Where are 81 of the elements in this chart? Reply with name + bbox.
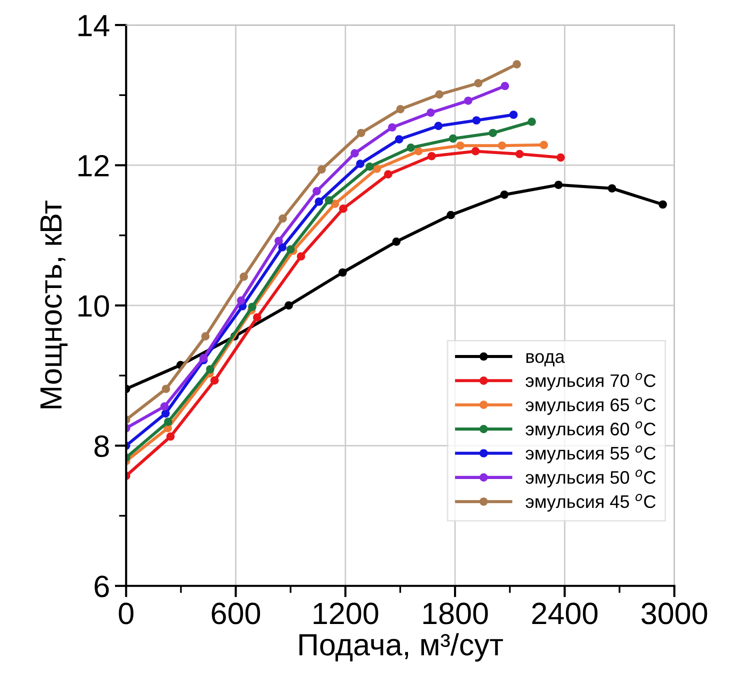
point (284, 301, 293, 310)
legend-label: эмульсия 50 $^{o}$C (526, 470, 656, 488)
x-tick-label: 1800 (423, 602, 488, 624)
y-tick-label: 6 (94, 576, 109, 598)
point (240, 272, 248, 281)
legend-label: эмульсия 70 $^{o}$C (526, 372, 656, 391)
legend-label: вода (526, 353, 565, 366)
point (286, 245, 295, 254)
point (474, 79, 482, 88)
point (278, 214, 287, 223)
point (252, 313, 262, 322)
point (274, 236, 283, 246)
point (434, 122, 443, 130)
point (435, 90, 444, 99)
point (540, 140, 548, 150)
point (406, 144, 415, 152)
point (312, 187, 321, 196)
point (556, 153, 565, 162)
y-tick-label: 12 (78, 154, 109, 176)
point (366, 162, 374, 171)
x-axis-title: Подача, м³/сут (299, 633, 503, 662)
point (317, 165, 326, 174)
legend-label: эмульсия 45 $^{o}$C (526, 494, 656, 512)
point (350, 149, 359, 158)
x-tick-label: 0 (118, 602, 134, 624)
y-tick-label: 10 (78, 295, 109, 317)
point (396, 104, 405, 114)
point (210, 376, 219, 385)
point (339, 204, 348, 213)
point (658, 200, 667, 209)
point (324, 196, 334, 204)
point (166, 432, 175, 441)
point (356, 160, 364, 168)
x-tick-label: 600 (212, 602, 260, 624)
point (160, 402, 169, 411)
point (472, 116, 481, 125)
point (330, 200, 340, 208)
point (446, 210, 456, 220)
point (162, 384, 170, 394)
point (554, 180, 563, 190)
point (509, 110, 518, 119)
y-tick-label: 8 (94, 435, 109, 458)
point (248, 302, 256, 312)
point (426, 108, 435, 117)
point (384, 170, 392, 179)
point (338, 268, 347, 277)
point (427, 152, 436, 160)
point (500, 190, 509, 199)
point (608, 184, 616, 193)
point (512, 60, 521, 68)
point (464, 96, 472, 105)
point (414, 147, 423, 156)
point (278, 243, 287, 252)
point (500, 82, 510, 90)
point (314, 198, 324, 206)
point (356, 128, 366, 138)
point (498, 141, 506, 150)
point (515, 150, 524, 158)
legend-label: эмульсия 55 $^{o}$C (526, 445, 656, 464)
point (488, 128, 498, 138)
x-tick-label: 1200 (314, 602, 378, 624)
y-tick-label: 14 (78, 15, 110, 36)
point (372, 164, 381, 173)
legend-label: эмульсия 60 $^{o}$C (526, 421, 656, 440)
point (528, 118, 536, 126)
point (456, 141, 465, 150)
point (164, 418, 172, 426)
legend-label: эмульсия 65 $^{o}$C (526, 397, 656, 415)
point (448, 134, 458, 143)
x-tick-label: 2400 (532, 602, 598, 624)
point (206, 365, 214, 374)
x-tick-label: 3000 (642, 602, 708, 624)
point (392, 237, 401, 246)
point (236, 296, 246, 305)
point (161, 409, 170, 418)
point (394, 135, 404, 144)
point (201, 332, 210, 340)
point (388, 123, 396, 132)
point (296, 252, 306, 261)
point (471, 147, 480, 156)
y-axis-title: Мощность, кВт (40, 200, 68, 408)
